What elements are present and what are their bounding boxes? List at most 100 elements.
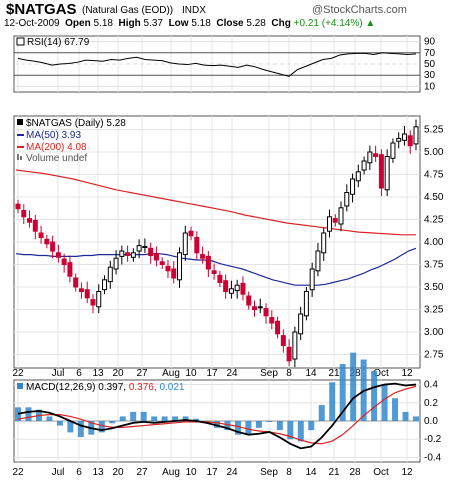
candle-body xyxy=(309,268,315,291)
macd-histogram-bar xyxy=(161,416,168,421)
x-tick-label: 22 xyxy=(12,467,24,478)
macd-histogram-bar xyxy=(151,416,158,421)
stockcharts-watermark[interactable]: @StockCharts.com xyxy=(312,4,407,16)
candle-body xyxy=(90,299,96,306)
macd-histogram-bar xyxy=(119,416,126,421)
candle-body xyxy=(257,306,263,309)
x-tick-label: Jul xyxy=(52,368,65,379)
x-tick-label: 17 xyxy=(206,467,218,478)
quote-date: 12-Oct-2009 xyxy=(4,18,60,29)
x-tick-label: 13 xyxy=(92,467,104,478)
candle-body xyxy=(96,291,102,308)
x-tick-label: 28 xyxy=(349,467,361,478)
candle-body xyxy=(240,282,246,295)
close-label: Close xyxy=(216,18,244,29)
price-tick-label: 3.75 xyxy=(424,260,444,271)
price-legend-swatch xyxy=(17,119,23,125)
quote-line: 12-Oct-2009 Open 5.18 High 5.37 Low 5.18… xyxy=(4,18,375,29)
x-tick-label: 6 xyxy=(76,467,82,478)
x-tick-label: Jul xyxy=(52,467,65,478)
candle-body xyxy=(107,266,113,283)
exchange-label: INDX xyxy=(182,5,206,16)
x-tick-label: 17 xyxy=(206,368,218,379)
symbol-title: $NATGAS xyxy=(6,1,77,18)
x-tick-label: 6 xyxy=(76,368,82,379)
x-tick-label: Oct xyxy=(373,467,389,478)
macd-tick-label: 0.0 xyxy=(424,416,438,427)
candle-body xyxy=(269,317,275,324)
candle-body xyxy=(188,230,194,237)
macd-histogram-bar xyxy=(77,421,84,437)
x-tick-label: Sep xyxy=(260,467,278,478)
rsi-tick-label: 90 xyxy=(424,37,436,48)
candle-body xyxy=(228,288,234,294)
candle-body xyxy=(200,254,206,259)
x-tick-label: 14 xyxy=(305,467,317,478)
volume-legend-bar-icon xyxy=(17,154,19,160)
x-tick-label: 22 xyxy=(12,368,24,379)
macd-histogram-bar xyxy=(98,421,105,433)
candle-body xyxy=(171,268,177,279)
macd-legend: MACD(12,26,9) 0.397, 0.376, 0.021 xyxy=(26,382,185,393)
rsi-tick-label: 10 xyxy=(424,81,436,92)
rsi-line xyxy=(17,52,417,77)
candle-body xyxy=(113,257,119,270)
candle-body xyxy=(298,313,304,335)
candle-body xyxy=(303,291,309,317)
candle-body xyxy=(21,210,27,218)
price-tick-label: 3.00 xyxy=(424,327,444,338)
x-tick-label: 21 xyxy=(328,368,340,379)
change-label: Chg xyxy=(271,18,291,29)
low-value: 5.18 xyxy=(191,18,211,29)
macd-histogram-bar xyxy=(182,416,189,421)
price-tick-label: 4.25 xyxy=(424,215,444,226)
macd-histogram-bar xyxy=(56,421,63,426)
x-tick-label: 21 xyxy=(328,467,340,478)
x-tick-label: 14 xyxy=(305,368,317,379)
macd-signal-line xyxy=(17,385,417,445)
price-tick-label: 5.25 xyxy=(424,125,444,136)
rsi-tick-label: 50 xyxy=(424,59,436,70)
candle-body xyxy=(61,258,67,266)
candle-body xyxy=(194,237,200,254)
candle-body xyxy=(142,246,148,248)
macd-histogram-bar xyxy=(308,421,315,431)
x-tick-label: 12 xyxy=(401,467,413,478)
macd-histogram-bar xyxy=(15,407,21,421)
high-label: High xyxy=(118,18,141,29)
x-tick-label: 13 xyxy=(92,368,104,379)
macd-legend-part: MACD(12,26,9) xyxy=(26,382,98,393)
candle-body xyxy=(217,274,223,283)
macd-histogram-bar xyxy=(392,398,399,421)
macd-legend-part: 0.376, xyxy=(129,382,160,393)
macd-histogram-bar xyxy=(266,421,273,422)
macd-legend-part: 0.397, xyxy=(98,382,129,393)
macd-tick-label: -0.2 xyxy=(424,434,442,445)
macd-histogram-bar xyxy=(350,352,357,421)
candle-body xyxy=(401,133,407,141)
candle-body xyxy=(338,207,344,225)
candle-body xyxy=(286,346,292,362)
rsi-tick-label: 30 xyxy=(424,70,436,81)
candle-body xyxy=(130,252,136,258)
candle-body xyxy=(332,218,338,223)
macd-histogram-bar xyxy=(287,421,294,440)
candle-body xyxy=(38,232,44,238)
candle-body xyxy=(78,288,84,292)
candle-body xyxy=(280,335,286,347)
candle-body xyxy=(378,154,384,189)
ma200-line xyxy=(15,169,416,236)
candle-body xyxy=(55,252,61,258)
macd-histogram-bar xyxy=(25,407,32,421)
macd-histogram-bar xyxy=(255,421,262,428)
price-tick-label: 4.50 xyxy=(424,192,444,203)
macd-histogram-bar xyxy=(140,411,147,421)
macd-histogram-bar xyxy=(276,421,283,431)
candle-body xyxy=(361,160,367,171)
x-tick-label: 20 xyxy=(112,368,124,379)
candle-body xyxy=(119,250,125,257)
ma200-legend: MA(200) 4.08 xyxy=(26,142,87,153)
macd-histogram-bar xyxy=(214,421,220,428)
price-tick-label: 5.00 xyxy=(424,147,444,158)
